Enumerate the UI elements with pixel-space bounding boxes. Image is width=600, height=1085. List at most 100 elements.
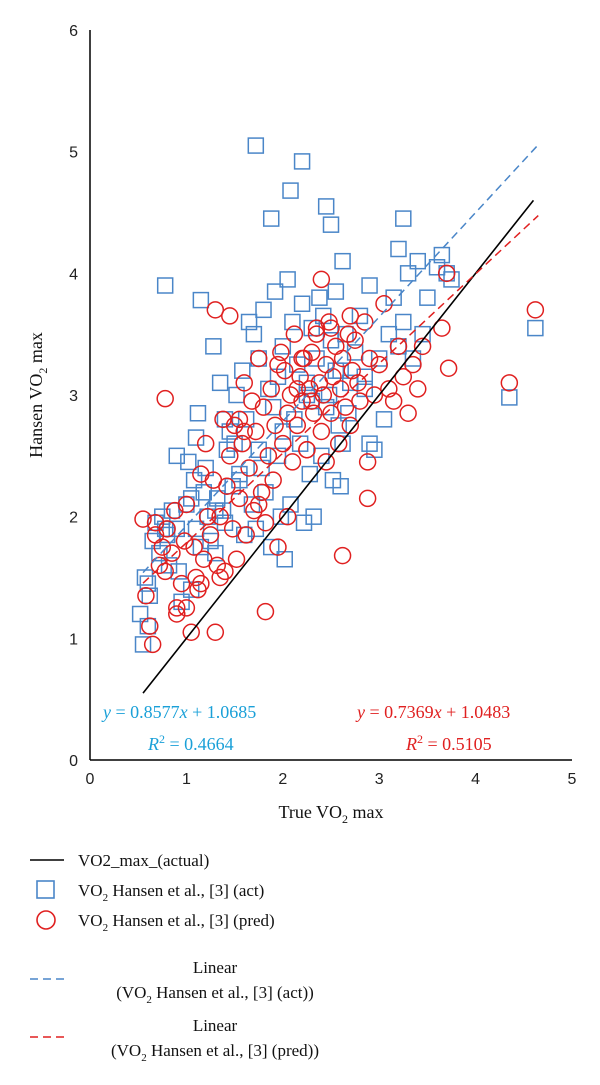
point-pred: [304, 404, 323, 422]
point-pred: [336, 398, 355, 416]
point-act: [375, 411, 393, 428]
point-pred: [243, 392, 261, 410]
point-pred: [227, 550, 246, 568]
point-pred: [322, 404, 340, 422]
point-pred: [249, 495, 268, 514]
point-pred: [278, 404, 297, 422]
legend-label-act: VO2 Hansen et al., [3] (act): [78, 881, 264, 904]
point-act: [385, 289, 402, 306]
legend: VO2_max_(actual) VO2 Hansen et al., [3] …: [30, 851, 319, 1064]
point-pred: [221, 307, 239, 325]
point-pred: [259, 447, 278, 465]
point-pred: [182, 623, 200, 641]
point-act: [443, 271, 460, 288]
x-tick-label: 0: [86, 771, 95, 788]
point-act: [205, 338, 222, 355]
point-pred: [177, 495, 196, 514]
point-pred: [196, 434, 215, 453]
point-pred: [437, 264, 456, 283]
point-act: [366, 441, 383, 458]
point-act: [501, 389, 518, 406]
point-pred: [307, 325, 326, 343]
point-act: [370, 350, 388, 367]
point-pred: [298, 441, 316, 459]
y-tick-label: 2: [69, 510, 78, 527]
point-pred: [302, 392, 321, 410]
point-pred: [256, 514, 275, 532]
point-pred: [192, 574, 210, 593]
y-tick-label: 1: [69, 631, 78, 648]
point-pred: [166, 501, 184, 520]
point-pred: [322, 319, 340, 337]
point-pred: [370, 355, 388, 374]
point-act: [168, 447, 186, 465]
point-act: [182, 490, 200, 507]
point-act: [262, 538, 280, 556]
point-act: [160, 557, 178, 574]
series-act-points: [131, 137, 544, 653]
point-pred: [245, 501, 263, 520]
point-pred: [281, 386, 300, 404]
point-act: [158, 526, 176, 544]
point-act: [327, 283, 345, 300]
point-pred: [293, 349, 311, 368]
point-pred: [211, 507, 229, 526]
point-pred: [211, 568, 229, 587]
point-act: [293, 295, 311, 312]
equation-act: y = 0.8577x + 1.0685: [101, 702, 256, 722]
point-act: [168, 520, 186, 538]
x-tick-label: 1: [182, 771, 191, 788]
point-pred: [233, 434, 252, 453]
point-act: [180, 453, 197, 471]
point-act: [332, 478, 349, 495]
point-pred: [272, 343, 290, 362]
point-act: [240, 313, 258, 331]
point-act: [197, 459, 214, 477]
legend-swatch-act: [36, 880, 55, 899]
axes: [89, 30, 572, 761]
point-pred: [399, 404, 417, 422]
point-pred: [333, 349, 352, 368]
x-axis-title: True VO2 max: [278, 802, 383, 826]
legend-item-linear-act: Linear (VO2 Hansen et al., [3] (act)): [30, 958, 314, 1006]
point-pred: [331, 380, 350, 398]
point-pred: [275, 361, 294, 380]
point-act: [266, 283, 284, 300]
y-tick-label: 4: [69, 266, 78, 283]
point-pred: [230, 410, 249, 429]
point-act: [419, 289, 436, 306]
point-act: [380, 325, 398, 343]
legend-label-actual: VO2_max_(actual): [78, 851, 209, 870]
point-act: [195, 484, 213, 501]
point-pred: [216, 562, 234, 581]
point-pred: [262, 380, 280, 398]
y-tick-label: 5: [69, 145, 78, 162]
point-act: [264, 398, 282, 416]
point-act: [414, 325, 431, 343]
point-pred: [384, 392, 403, 410]
point-act: [134, 636, 152, 653]
point-pred: [433, 319, 451, 337]
point-pred: [307, 319, 326, 337]
point-pred: [288, 416, 307, 435]
point-pred: [317, 453, 335, 471]
point-pred: [266, 416, 284, 435]
series-lines: [142, 144, 539, 694]
point-act: [433, 246, 451, 264]
point-act: [428, 259, 446, 276]
point-act: [250, 441, 267, 458]
legend-item-act: VO2 Hansen et al., [3] (act): [36, 880, 264, 904]
r2-act: R2 = 0.4664: [147, 732, 234, 754]
point-pred: [312, 270, 331, 289]
equation-pred: y = 0.7369x + 1.0483: [355, 702, 510, 722]
point-pred: [375, 295, 393, 313]
point-act: [322, 216, 340, 233]
point-act: [295, 514, 313, 531]
point-act: [308, 350, 325, 367]
point-pred: [252, 483, 271, 502]
point-act: [404, 350, 422, 367]
legend-item-pred: VO2 Hansen et al., [3] (pred): [36, 910, 275, 934]
point-act: [262, 210, 280, 227]
point-act: [317, 198, 335, 215]
